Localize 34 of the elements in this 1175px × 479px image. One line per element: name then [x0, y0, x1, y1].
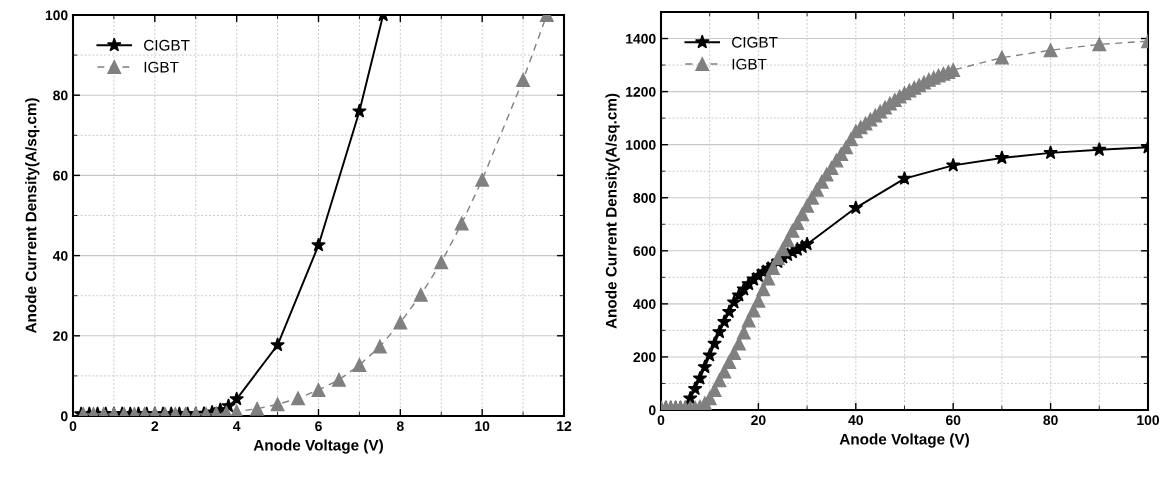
legend-label: CIGBT: [144, 39, 190, 51]
x-tick-label: 2: [151, 421, 159, 431]
x-tick-label: 6: [315, 421, 322, 432]
y-tick-label: 80: [53, 90, 68, 101]
legend-label: IGBT: [144, 61, 179, 73]
x-tick-label: 8: [396, 421, 404, 432]
y-tick-label: 800: [633, 193, 656, 203]
x-tick-label: 20: [751, 415, 766, 426]
y-tick-label: 1000: [626, 140, 656, 150]
x-tick-label: 0: [69, 421, 77, 432]
y-tick-label: 200: [633, 352, 656, 363]
x-tick-label: 10: [475, 421, 490, 432]
y-tick-label: 400: [633, 299, 656, 310]
x-tick-label: 60: [945, 415, 961, 426]
y-tick-label: 600: [633, 246, 656, 256]
y-tick-label: 100: [45, 10, 68, 21]
legend-label: IGBT: [732, 58, 767, 70]
y-tick-label: 20: [53, 331, 68, 341]
x-tick-label: 40: [848, 415, 863, 426]
y-tick-label: 1200: [626, 86, 656, 97]
x-tick-label: 80: [1043, 415, 1058, 426]
y-axis-title: Anode Current Density(A/sq.cm): [605, 93, 620, 329]
y-tick-label: 40: [52, 250, 68, 261]
x-tick-label: 0: [657, 415, 665, 426]
x-tick-label: 100: [1137, 415, 1160, 426]
x-axis-title: Anode Voltage (V): [839, 433, 969, 448]
x-tick-label: 12: [557, 421, 572, 431]
y-axis-title: Anode Current Density(A/sq.cm): [25, 98, 40, 334]
y-tick-label: 60: [53, 170, 68, 181]
legend-label: CIGBT: [732, 36, 778, 48]
x-tick-label: 4: [233, 421, 241, 431]
y-tick-label: 1400: [626, 33, 656, 44]
x-axis-title: Anode Voltage (V): [253, 439, 383, 454]
y-tick-label: 0: [648, 405, 656, 416]
